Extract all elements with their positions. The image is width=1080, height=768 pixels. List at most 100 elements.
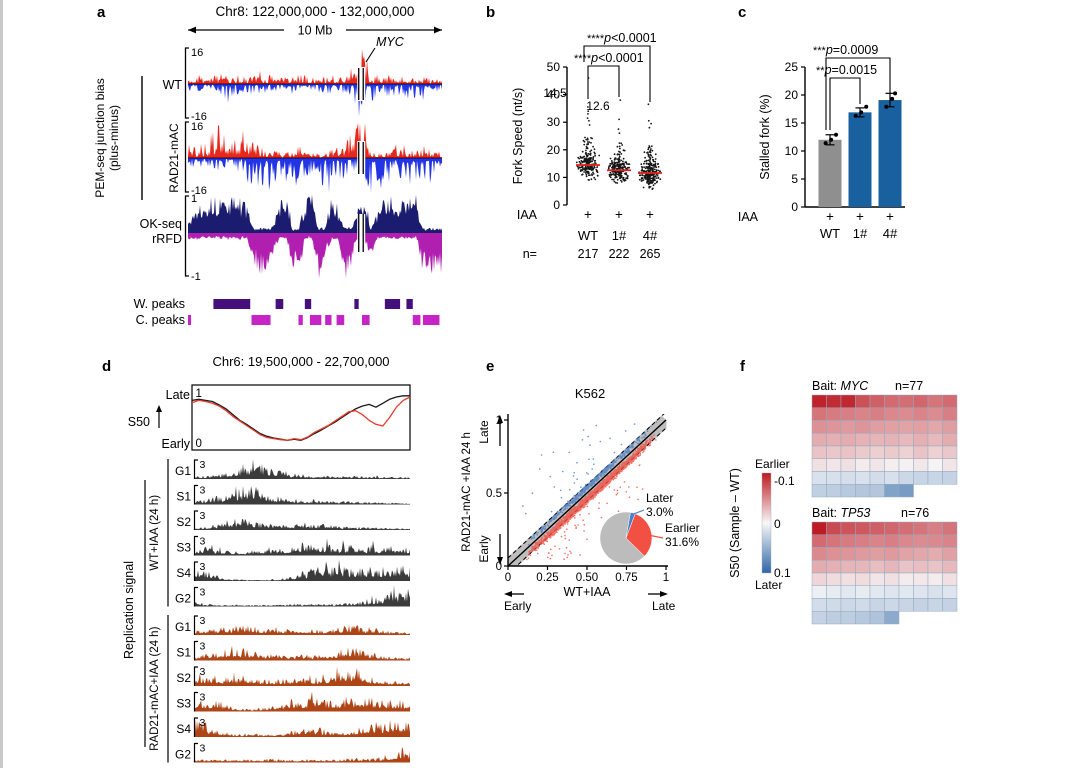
s50-label: S50 <box>128 415 150 429</box>
later-label: Later <box>755 578 782 592</box>
earlier-pct: 31.6% <box>665 535 699 549</box>
track-scale: 3 <box>200 717 206 729</box>
p-value-label: ***p=0.0009 <box>813 43 878 57</box>
y-max: 16 <box>191 121 203 133</box>
x-tick: 0.25 <box>536 572 558 584</box>
b-x-labels: IAA + + + WT 1# 4# n= 217 222 265 <box>517 207 661 261</box>
y-axis-label: Fork Speed (nt/s) <box>511 88 525 185</box>
region-title: Chr6: 19,500,000 - 22,700,000 <box>212 354 389 369</box>
panel-label-a: a <box>97 4 106 21</box>
late-label: Late <box>166 388 190 402</box>
earlier-label: Earlier <box>755 457 790 471</box>
y-axis-label-line2: (plus-minus) <box>107 105 121 171</box>
heatmap-title: Bait: MYC <box>812 379 869 393</box>
f-heatmap-MYC: Bait: MYC n=77 <box>811 379 958 498</box>
y-tick: 0 <box>791 200 798 214</box>
y-axis-label: Replication signal <box>122 561 136 659</box>
p-value-label: ****p<0.0001 <box>574 51 644 65</box>
group-name: WT <box>578 228 598 243</box>
n-value: 222 <box>609 247 630 261</box>
track-name: RAD21-mAC <box>167 123 181 193</box>
y-tick: 25 <box>785 60 799 74</box>
d-group-1: 3 G1 3 S1 3 S2 3 S3 3 S4 3 G2 <box>175 615 410 763</box>
e-band <box>508 414 667 566</box>
track-name: G1 <box>175 620 191 634</box>
y-tick: 0 <box>496 561 502 573</box>
group-name: 4# <box>643 228 658 243</box>
y-tick: 20 <box>785 88 799 102</box>
n-value: 265 <box>640 247 661 261</box>
earlier-label: Earlier <box>665 521 700 535</box>
group-name: WT <box>820 226 840 241</box>
x-late-label: Late <box>652 599 676 613</box>
panel-label-d: d <box>102 358 112 375</box>
track-scale: 3 <box>200 666 206 678</box>
track-scale: 3 <box>200 615 206 627</box>
pem-axis-label: PEM-seq junction bias (plus-minus) <box>93 76 143 200</box>
track-scale: 3 <box>200 743 206 755</box>
c-bars <box>818 91 902 207</box>
track-scale: 3 <box>200 459 206 471</box>
region-title: Chr8: 122,000,000 - 132,000,000 <box>216 4 415 19</box>
y-early-label: Early <box>477 535 491 562</box>
track-name: WT <box>163 78 183 92</box>
track-name: S3 <box>176 541 191 555</box>
c-x-labels: IAA + + + WT 1# 4# <box>738 209 898 241</box>
track-name: S4 <box>176 722 191 736</box>
later-label: Later <box>646 491 673 505</box>
b-axes: 0 10 20 30 40 50 Fork Speed (nt/s) <box>511 60 568 212</box>
track-scale: 3 <box>200 587 206 599</box>
x-tick: 0 <box>505 572 511 584</box>
track-WT: 16 -16 WT <box>163 47 442 123</box>
cell-line-title: K562 <box>575 386 605 401</box>
panel-label-b: b <box>486 4 496 21</box>
track-name: G2 <box>175 748 191 762</box>
group-name: 1# <box>612 228 627 243</box>
p-value-label: ****p<0.0001 <box>587 31 657 45</box>
y-tick: 0.5 <box>486 488 502 500</box>
c-comparisons: **p=0.0015 ***p=0.0009 <box>813 43 891 130</box>
y-max: 16 <box>191 47 203 59</box>
d-header: Chr6: 19,500,000 - 22,700,000 <box>212 354 389 369</box>
track-scale: 3 <box>200 561 206 573</box>
track-scale: 3 <box>200 641 206 653</box>
early-label: Early <box>162 437 191 451</box>
cpeaks-label: C. peaks <box>136 313 185 327</box>
y-late-label: Late <box>477 420 491 444</box>
gene-label: MYC <box>376 35 405 49</box>
f-heatmap-TP53: Bait: TP53 n=76 <box>811 506 958 625</box>
p-value-label: **p=0.0015 <box>816 63 877 77</box>
iaa-plus: + <box>856 209 864 224</box>
x-axis-label: WT+IAA <box>564 585 612 599</box>
heatmap-n: n=77 <box>895 379 923 393</box>
track-RAD21-mAC: 16 -16 RAD21-mAC <box>167 121 442 197</box>
d-left-labels: Replication signal WT+IAA (24 h) RAD21-mAC… <box>122 459 169 763</box>
iaa-plus: + <box>826 209 834 224</box>
panel-a-header: Chr8: 122,000,000 - 132,000,000 10 Mb <box>188 4 442 38</box>
b-comparisons: ****p<0.0001 ****p<0.0001 <box>574 31 657 102</box>
x-tick: 1 <box>663 572 669 584</box>
iaa-label: IAA <box>517 208 538 222</box>
group-name: 4# <box>883 226 898 241</box>
b-swarms <box>575 77 662 191</box>
scale-min: -0.1 <box>774 474 795 488</box>
track-name: S2 <box>176 671 191 685</box>
group-name: RAD21-mAC+IAA (24 h) <box>149 626 161 750</box>
n-value: 217 <box>578 247 599 261</box>
x-tick: 0.75 <box>615 572 637 584</box>
panel-e-s50-scatter: K56200.250.500.75100.51WT+IAAEarlyLateRA… <box>461 386 700 613</box>
wpeaks-label: W. peaks <box>134 297 185 311</box>
track-scale: 3 <box>200 510 206 522</box>
y-tick: 10 <box>547 170 561 184</box>
y-tick: 50 <box>547 60 561 74</box>
track-name: S1 <box>176 646 191 660</box>
window-edge <box>0 0 3 768</box>
group-name: 1# <box>853 226 868 241</box>
y-tick: 0 <box>553 198 560 212</box>
iaa-plus: + <box>646 207 654 222</box>
y-axis-label-line1: PEM-seq junction bias <box>93 78 107 197</box>
d-s50-plot: 1 0 Late Early S50 <box>128 384 411 451</box>
